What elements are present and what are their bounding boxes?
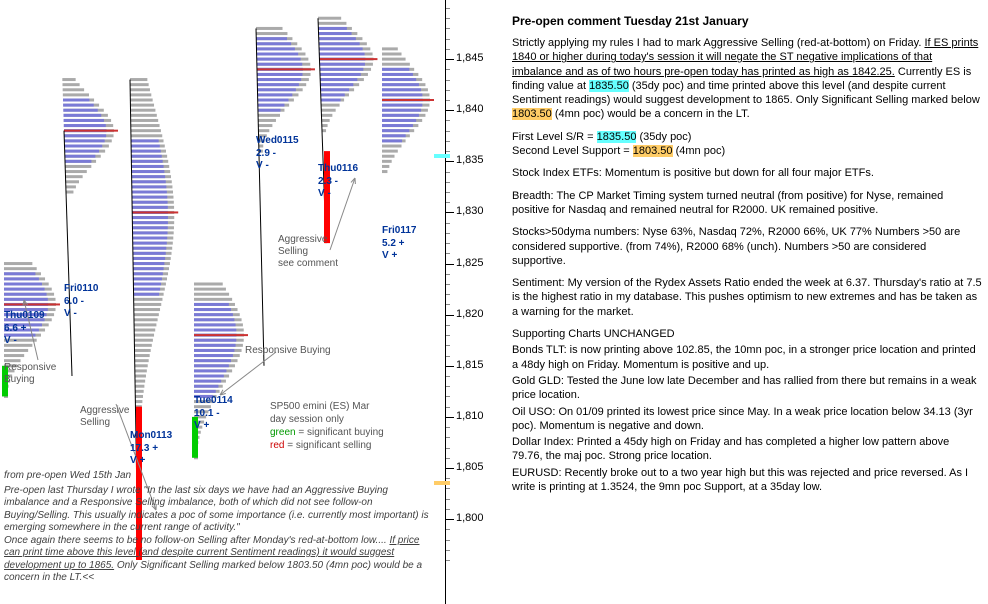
comment-p1: Strictly applying my rules I had to mark…	[512, 36, 982, 122]
stocks50: Stocks>50dyma numbers: Nyse 63%, Nasdaq …	[512, 225, 982, 268]
p1h1: 1835.50	[589, 80, 629, 92]
day-label-wed0115: Wed01152.9 -V -	[256, 135, 299, 173]
p1d: (4mn poc) would be a concern in the LT.	[552, 108, 750, 120]
chart-legend: SP500 emini (ES) Marday session onlygree…	[270, 400, 384, 452]
eurusd: EURUSD: Recently broke out to a two year…	[512, 466, 982, 495]
dollar: Dollar Index: Printed a 45dy high on Fri…	[512, 435, 982, 464]
breadth: Breadth: The CP Market Timing system tur…	[512, 189, 982, 218]
sr2b: (4mn poc)	[673, 145, 726, 157]
legend-line: red = significant selling	[270, 439, 384, 452]
oil: Oil USO: On 01/09 printed its lowest pri…	[512, 405, 982, 434]
sr1b: (35dy poc)	[636, 131, 691, 143]
note-p1: Pre-open last Thursday I wrote "In the l…	[4, 485, 436, 535]
comment-title: Pre-open comment Tuesday 21st January	[512, 14, 982, 28]
legend-line: green = significant buying	[270, 426, 384, 439]
note-p2: Once again there seems to be no follow-o…	[4, 535, 436, 585]
etf: Stock Index ETFs: Momentum is positive b…	[512, 166, 982, 180]
chart-annotation: AggressiveSelling	[80, 405, 129, 429]
day-label-thu0109: Thu01096.6 +V -	[4, 310, 45, 348]
poc-marker	[434, 481, 450, 485]
support-hdr: Supporting Charts UNCHANGED	[512, 327, 982, 341]
p1h2: 1803.50	[512, 108, 552, 120]
legend-line: day session only	[270, 413, 384, 426]
sentiment: Sentiment: My version of the Rydex Asset…	[512, 276, 982, 319]
day-label-tue0114: Tue011410.1 -V +	[194, 395, 233, 433]
gold: Gold GLD: Tested the June low late Decem…	[512, 374, 982, 403]
sr2a: Second Level Support =	[512, 145, 633, 157]
legend-line: SP500 emini (ES) Mar	[270, 400, 384, 413]
sr1a: First Level S/R =	[512, 131, 597, 143]
commentary: Pre-open comment Tuesday 21st January St…	[512, 14, 982, 602]
day-label-thu0116: Thu01162.3 -V -	[318, 163, 358, 201]
chart-annotation: Responsive Buying	[245, 345, 331, 357]
p1a: Strictly applying my rules I had to mark…	[512, 37, 924, 49]
day-label-mon0113: Mon011317.3 +V +	[130, 430, 172, 468]
day-label-fri0110: Fri01106.0 -V -	[64, 283, 98, 321]
chart-annotation: ResponsiveBuying	[4, 362, 56, 386]
poc-marker	[434, 154, 450, 158]
chart-annotation: AggressiveSellingsee comment	[278, 234, 338, 270]
bonds: Bonds TLT: is now printing above 102.85,…	[512, 343, 982, 372]
sr2h: 1803.50	[633, 145, 673, 157]
day-label-fri0117: Fri01175.2 +V +	[382, 225, 416, 263]
price-axis: 1,8001,8051,8101,8151,8201,8251,8301,835…	[445, 0, 511, 604]
note-head: from pre-open Wed 15th Jan	[4, 470, 436, 483]
sr-block: First Level S/R = 1835.50 (35dy poc) Sec…	[512, 130, 982, 159]
sr1h: 1835.50	[597, 131, 637, 143]
chart-area: Thu01096.6 +V - Fri01106.0 -V - Mon011317.…	[0, 0, 445, 604]
note-p2a: Once again there seems to be no follow-o…	[4, 535, 389, 546]
preopen-note: from pre-open Wed 15th Jan Pre-open last…	[4, 470, 436, 585]
